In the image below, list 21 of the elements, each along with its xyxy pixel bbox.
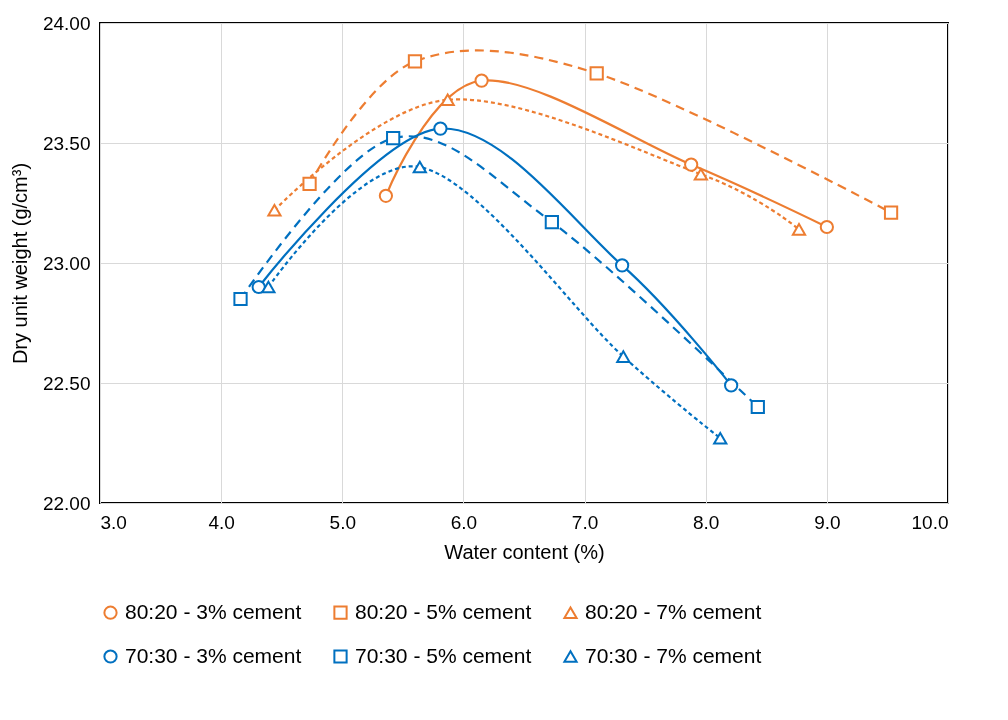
legend-label: 80:20 - 3% cement [125,599,302,623]
x-tick-label: 9.0 [814,511,841,533]
legend-label: 80:20 - 7% cement [585,599,762,623]
legend-label: 70:30 - 3% cement [125,643,302,667]
legend-label: 70:30 - 7% cement [585,643,762,667]
x-tick-label: 6.0 [450,511,478,533]
y-tick-label: 23.50 [42,132,91,154]
y-tick-label: 23.00 [42,252,91,274]
x-tick-label: 5.0 [329,511,356,533]
y-axis-title: Dry unit weight (g/cm³) [8,162,31,365]
legend-label: 80:20 - 5% cement [355,599,532,623]
x-tick-label: 4.0 [208,511,235,533]
x-tick-label: 7.0 [571,511,599,533]
legend-label: 70:30 - 5% cement [355,643,532,667]
y-tick-label: 24.00 [42,12,91,34]
x-tick-label: 10.0 [911,511,949,533]
x-tick-label: 8.0 [693,511,720,533]
y-tick-label: 22.00 [42,492,91,514]
y-tick-label: 22.50 [42,372,91,394]
x-tick-label: 3.0 [100,511,127,533]
x-axis-title: Water content (%) [444,540,605,563]
